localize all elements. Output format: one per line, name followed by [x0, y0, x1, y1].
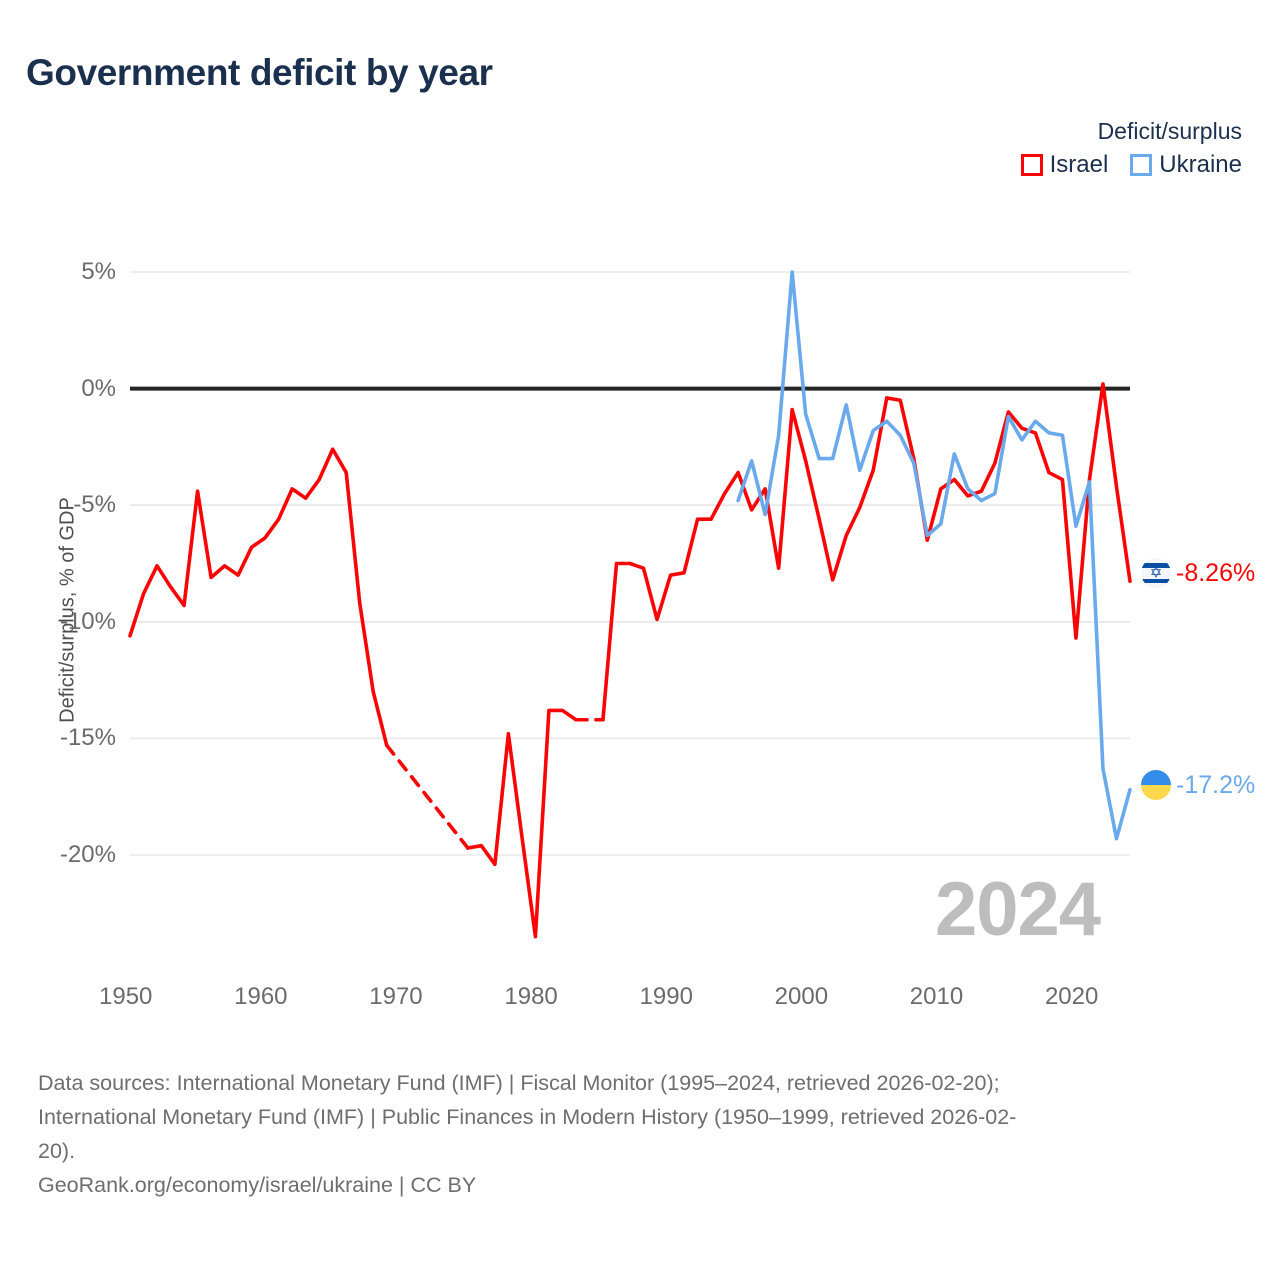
legend-title: Deficit/surplus — [1097, 118, 1242, 144]
x-axis-tick-label: 2010 — [909, 983, 964, 1010]
x-axis-tick-label: 1970 — [369, 983, 423, 1010]
x-axis-tick-label: 2000 — [774, 983, 829, 1010]
year-watermark: 2024 — [935, 867, 1101, 952]
x-axis-tick-label: 1980 — [504, 983, 558, 1010]
end-value-ukraine: -17.2% — [1176, 770, 1256, 799]
legend-item-ukraine[interactable]: Ukraine — [1130, 153, 1242, 177]
y-axis-tick-label: -20% — [59, 841, 116, 868]
footer-sources: Data sources: International Monetary Fun… — [38, 1066, 1243, 1202]
legend-item-israel[interactable]: Israel — [1020, 151, 1109, 178]
ukraine-flag-icon — [1141, 770, 1171, 800]
legend-label-israel: Israel — [1049, 151, 1109, 178]
y-axis-tick-label: -5% — [73, 491, 116, 519]
end-value-israel: -8.26% — [1176, 558, 1256, 587]
footer-line: GeoRank.org/economy/israel/ukraine | CC … — [38, 1173, 477, 1197]
series-ukraine — [736, 270, 1132, 841]
page-title: Government deficit by year — [26, 52, 493, 93]
x-axis-tick-label: 1990 — [639, 983, 693, 1010]
legend-swatch-israel — [1020, 154, 1043, 176]
footer-line: International Monetary Fund (IMF) | Publ… — [38, 1105, 1017, 1129]
legend-label-ukraine: Ukraine — [1159, 151, 1242, 178]
footer-line: 20). — [38, 1139, 76, 1163]
y-axis-tick-label: 0% — [81, 374, 116, 402]
y-axis-tick-label: 5% — [81, 258, 116, 285]
israel-flag-icon: ✡ — [1141, 558, 1171, 588]
y-axis-tick-label: -10% — [59, 607, 116, 635]
x-axis-tick-label: 1950 — [99, 983, 153, 1010]
x-axis-tick-label: 1960 — [234, 983, 288, 1010]
end-label-israel: ✡ -8.26% — [1141, 558, 1255, 588]
legend-swatch-ukraine — [1130, 154, 1153, 176]
footer-line: Data sources: International Monetary Fun… — [38, 1071, 1000, 1095]
series-israel — [128, 382, 1132, 939]
x-axis-tick-label: 2020 — [1044, 983, 1099, 1010]
legend: Deficit/surplus Israel Ukraine — [1020, 118, 1242, 178]
end-label-ukraine: -17.2% — [1141, 770, 1255, 800]
y-axis-tick-label: -15% — [59, 724, 116, 752]
